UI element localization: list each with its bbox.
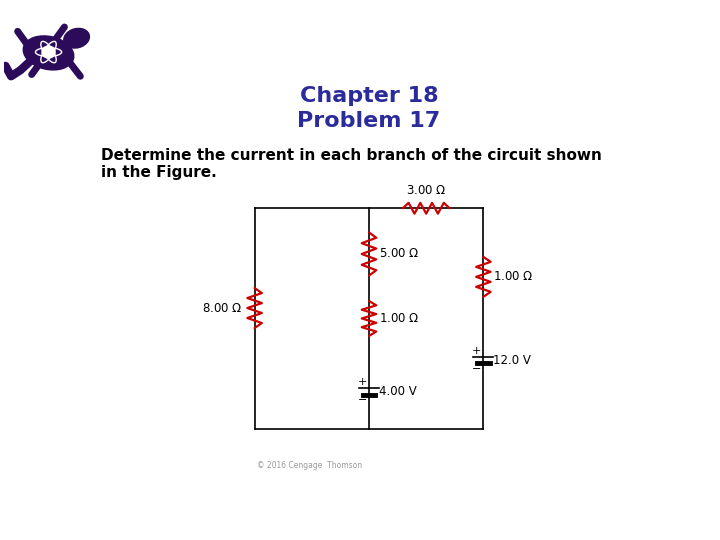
Text: Problem 17: Problem 17 [297, 111, 441, 131]
Circle shape [46, 50, 51, 55]
Text: +: + [472, 346, 482, 356]
Ellipse shape [23, 36, 74, 70]
Ellipse shape [64, 29, 89, 48]
Text: 4.00 V: 4.00 V [379, 384, 417, 397]
Text: Chapter 18: Chapter 18 [300, 86, 438, 106]
Text: © 2016 Cengage  Thomson: © 2016 Cengage Thomson [258, 461, 363, 470]
Text: −: − [358, 395, 367, 406]
Circle shape [42, 46, 55, 58]
Text: 5.00 $\Omega$: 5.00 $\Omega$ [379, 247, 420, 260]
Text: Determine the current in each branch of the circuit shown
in the Figure.: Determine the current in each branch of … [101, 148, 602, 180]
Text: 3.00 $\Omega$: 3.00 $\Omega$ [406, 184, 446, 197]
Text: 8.00 $\Omega$: 8.00 $\Omega$ [202, 301, 243, 314]
Text: +: + [358, 377, 367, 387]
Text: 12.0 V: 12.0 V [493, 354, 531, 367]
Text: 1.00 $\Omega$: 1.00 $\Omega$ [379, 312, 420, 325]
Text: −: − [472, 364, 482, 374]
Text: 1.00 $\Omega$: 1.00 $\Omega$ [493, 271, 534, 284]
